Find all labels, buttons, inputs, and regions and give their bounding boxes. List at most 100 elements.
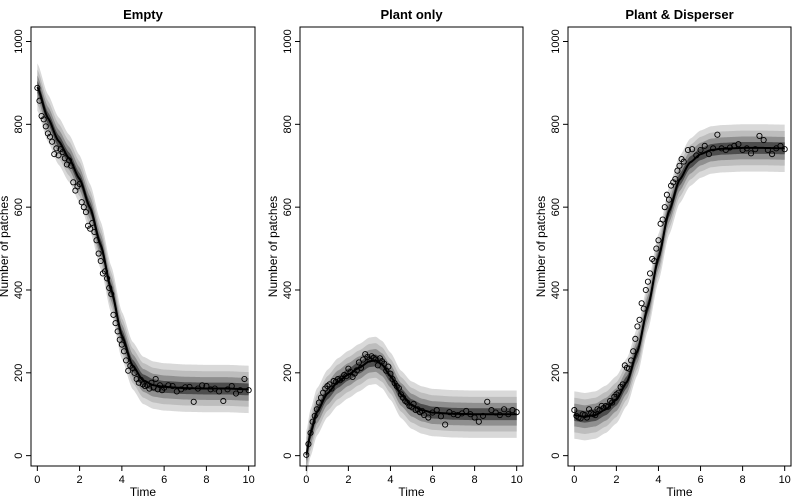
data-point: [471, 414, 478, 421]
data-point: [598, 402, 605, 410]
data-point: [241, 375, 248, 383]
data-point: [129, 364, 136, 371]
y-tick-label: 800: [13, 115, 25, 133]
x-tick-label: 4: [655, 474, 661, 486]
data-point: [53, 145, 60, 152]
data-point: [663, 191, 670, 198]
x-tick-label: 0: [571, 474, 577, 486]
data-point: [245, 387, 252, 394]
data-point: [592, 412, 599, 419]
data-point: [317, 394, 325, 401]
panel-title: Plant only: [380, 7, 443, 22]
data-point: [34, 84, 41, 91]
data-point: [372, 356, 379, 363]
y-tick-label: 0: [550, 453, 562, 459]
x-tick-label: 4: [387, 474, 393, 486]
data-point: [701, 142, 708, 149]
data-point: [313, 406, 320, 413]
panel-title: Empty: [123, 7, 164, 22]
data-point: [615, 389, 622, 396]
plot-frame: [30, 26, 256, 467]
data-point: [46, 133, 54, 140]
data-point: [68, 162, 75, 169]
data-point: [190, 398, 197, 405]
data-point: [653, 245, 660, 252]
data-point: [70, 179, 77, 186]
data-point: [450, 411, 457, 418]
data-point: [425, 414, 432, 421]
data-point: [433, 407, 440, 414]
data-point: [120, 348, 128, 355]
data-point: [571, 407, 578, 414]
data-point: [355, 359, 362, 366]
data-point: [647, 270, 654, 277]
data-point: [705, 151, 713, 158]
data-point: [152, 375, 159, 383]
y-tick-label: 0: [282, 453, 294, 459]
data-point: [146, 385, 153, 392]
data-point: [644, 278, 651, 285]
y-axis-label: Number of patches: [0, 196, 11, 297]
data-point: [496, 412, 503, 419]
panel-title: Plant & Disperser: [625, 7, 733, 22]
data-point: [501, 406, 508, 413]
x-tick-label: 10: [779, 474, 791, 486]
data-point: [634, 323, 641, 330]
data-point: [65, 157, 73, 164]
data-point: [186, 383, 193, 390]
plot-frame: [567, 26, 792, 467]
x-axis-label: Time: [130, 485, 157, 499]
data-point: [114, 328, 121, 335]
data-point: [87, 225, 94, 232]
data-point: [410, 400, 417, 407]
data-point: [659, 216, 666, 223]
y-tick-label: 600: [282, 198, 294, 216]
y-tick-label: 400: [550, 281, 562, 299]
data-point: [123, 357, 130, 364]
y-tick-label: 1000: [282, 29, 294, 53]
data-point: [51, 151, 58, 158]
data-point: [655, 237, 662, 244]
data-point: [80, 204, 87, 211]
data-point: [104, 275, 111, 282]
data-point: [309, 418, 316, 425]
y-tick-label: 200: [550, 364, 562, 382]
panel-plant-and-disperser: Plant & Disperser Time Number of patches…: [534, 7, 792, 499]
data-point: [59, 149, 66, 156]
data-point: [393, 383, 400, 390]
data-point: [36, 97, 43, 104]
data-point: [437, 413, 445, 420]
data-point: [99, 270, 106, 277]
data-point: [232, 390, 240, 397]
data-point: [676, 162, 683, 169]
data-point: [475, 418, 482, 425]
data-point: [743, 145, 750, 152]
data-point: [395, 385, 402, 392]
data-point: [110, 311, 117, 318]
data-point: [769, 151, 776, 158]
data-point: [224, 386, 231, 393]
data-point: [97, 257, 104, 265]
y-axis-label: Number of patches: [266, 196, 280, 297]
x-tick-label: 0: [34, 474, 40, 486]
data-point: [625, 365, 633, 372]
uncertainty-band: [37, 69, 249, 407]
panel-empty: Empty Time Number of patches 0 2 4 6 8 10 0 200…: [0, 7, 256, 499]
uncertainty-bands: [37, 63, 249, 414]
x-tick-label: 4: [119, 474, 125, 486]
x-tick-label: 8: [203, 474, 209, 486]
panel-plant-only: Plant only Time Number of patches 0 2 4 6 8 1…: [266, 7, 524, 499]
data-point: [630, 348, 637, 355]
x-tick-label: 2: [345, 474, 351, 486]
y-tick-label: 600: [13, 198, 25, 216]
x-tick-label: 2: [77, 474, 83, 486]
data-point: [628, 357, 635, 364]
data-point: [55, 152, 62, 159]
x-axis-label: Time: [398, 485, 425, 499]
data-point: [665, 196, 673, 203]
data-point: [764, 146, 771, 154]
data-point: [315, 399, 322, 406]
data-point: [82, 209, 89, 216]
data-point: [672, 175, 679, 183]
data-point: [756, 132, 763, 139]
